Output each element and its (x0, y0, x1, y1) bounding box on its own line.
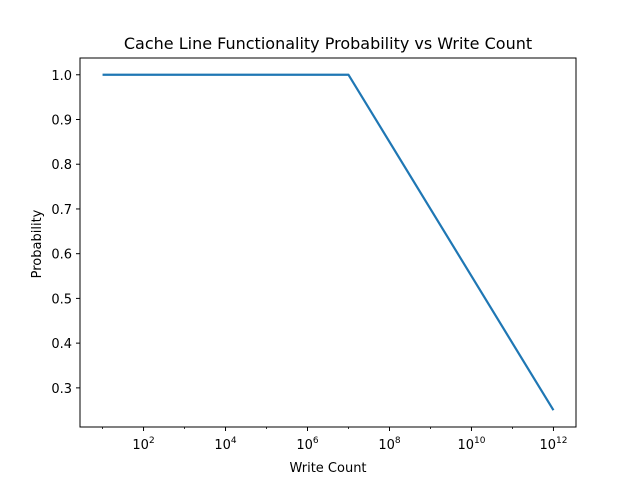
y-tick-label: 1.0 (51, 69, 72, 84)
plot-frame (79, 57, 577, 428)
series-line (102, 73, 555, 411)
y-tick-label: 0.8 (51, 158, 72, 173)
axis-ticks: 102 104 106 108 1010 1012 0.3 0.4 0.5 0.6 0.7 0.8 0.… (51, 69, 567, 453)
x-tick-label: 1012 (539, 436, 567, 453)
y-tick-label: 0.7 (51, 203, 72, 218)
x-axis-label: Write Count (289, 461, 366, 476)
x-tick-label: 102 (132, 436, 154, 453)
x-tick-label: 104 (214, 436, 237, 453)
x-tick-label: 1010 (457, 436, 485, 453)
x-tick-label: 106 (296, 436, 319, 453)
chart-title: Cache Line Functionality Probability vs … (124, 34, 532, 53)
y-axis-label: Probability (30, 209, 45, 278)
y-tick-label: 0.6 (51, 248, 72, 263)
x-tick-label: 108 (378, 436, 401, 453)
y-tick-label: 0.4 (51, 337, 72, 352)
y-tick-label: 0.5 (51, 292, 72, 307)
data-series (102, 73, 555, 411)
y-tick-label: 0.9 (51, 114, 72, 129)
y-tick-label: 0.3 (51, 382, 72, 397)
